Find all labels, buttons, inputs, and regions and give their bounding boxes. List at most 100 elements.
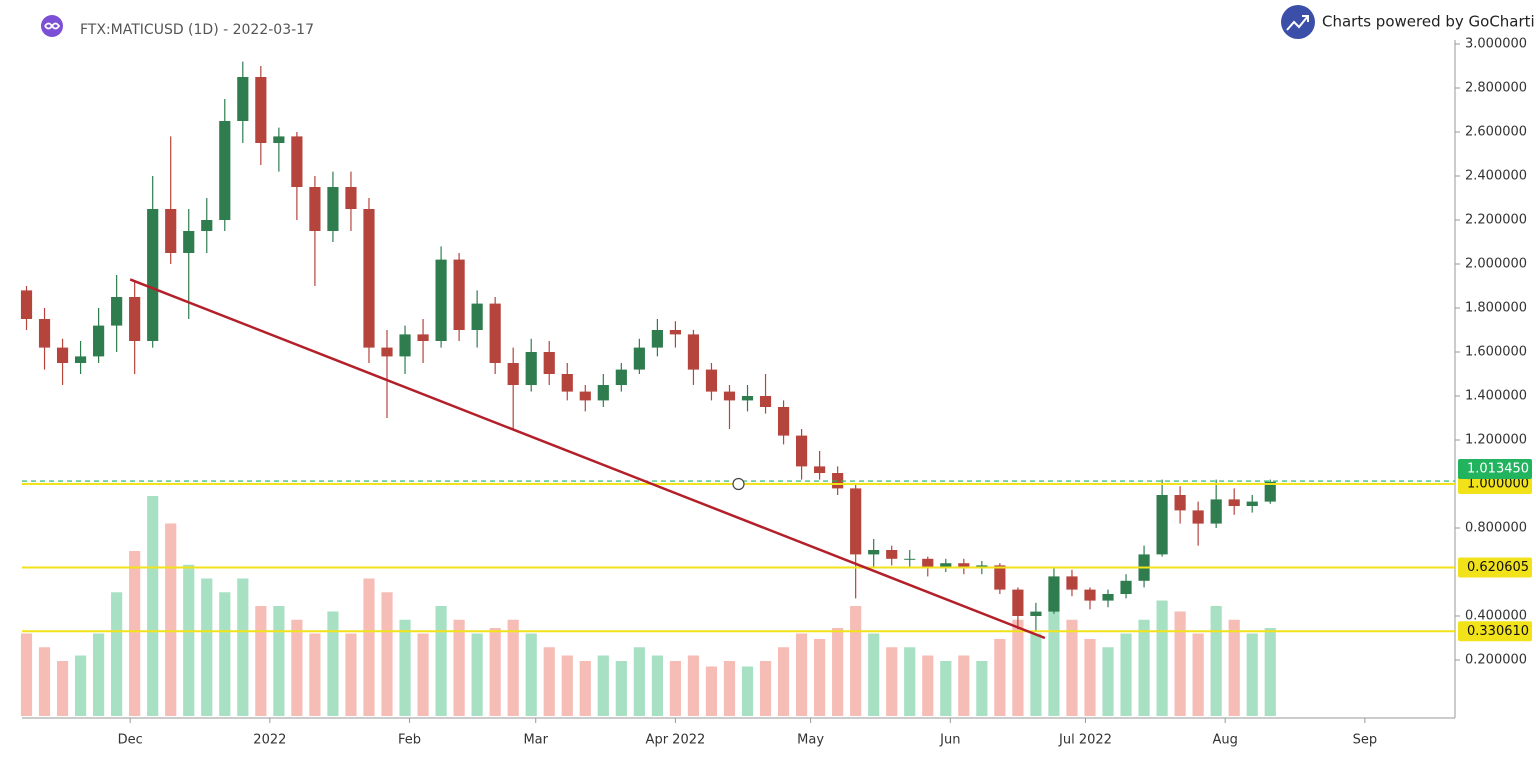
level-label-box [1458, 621, 1532, 642]
y-tick-label: 1.200000 [1465, 433, 1527, 448]
logo-glyph [44, 22, 61, 30]
volume-bar [417, 633, 429, 716]
volume-bar [759, 661, 772, 716]
trendline [129, 278, 1046, 640]
candle-body [796, 435, 808, 467]
x-tick-label: 2022 [253, 733, 286, 748]
candle-body [633, 347, 645, 370]
volume-bar [1174, 611, 1186, 716]
volume-bar [399, 619, 411, 716]
volume-bar [201, 578, 213, 716]
candle-body [507, 363, 519, 385]
candle-body [38, 319, 51, 348]
volume-bar [56, 661, 69, 716]
y-tick-label: 2.200000 [1465, 213, 1527, 228]
candle-body [669, 330, 681, 335]
candle-body [922, 558, 934, 568]
y-tick-label: 0.400000 [1465, 609, 1527, 624]
candle-body [994, 565, 1006, 590]
candle-body [273, 136, 285, 143]
candle-body [615, 369, 627, 385]
volume-bar [471, 633, 483, 716]
x-tick-label: Jun [939, 733, 960, 748]
volume-bar [1066, 619, 1078, 716]
candle-body [543, 352, 555, 374]
x-tick-label: Aug [1212, 733, 1237, 748]
volume-bar [453, 619, 465, 716]
y-tick-label: 0.800000 [1465, 521, 1527, 536]
candle-body [741, 396, 754, 401]
candle-body [886, 550, 898, 559]
volume-bar [994, 639, 1006, 716]
candle-body [489, 303, 501, 363]
volume-bar [615, 661, 627, 716]
volume-bar [183, 564, 195, 716]
volume-bar [1048, 592, 1060, 716]
candle-body [1012, 589, 1024, 616]
candle-body [165, 209, 177, 253]
candle-body [1030, 611, 1042, 616]
candle-body [1120, 580, 1132, 594]
candle-body [147, 209, 159, 341]
candle-body [1156, 495, 1168, 555]
candle-body [814, 466, 826, 473]
candle-body [471, 303, 483, 330]
candle-body [381, 347, 393, 357]
last-price-box [1458, 459, 1532, 480]
candle-body [237, 77, 249, 121]
candle-body [399, 334, 411, 357]
candle-body [958, 563, 970, 568]
candle-body [74, 356, 87, 363]
volume-bar [1120, 633, 1132, 716]
volume-bar [93, 633, 105, 716]
y-tick-label: 3.000000 [1465, 37, 1527, 52]
candle-body [327, 187, 339, 231]
candle-body [1264, 481, 1276, 502]
x-tick-label: Mar [523, 733, 548, 748]
volume-bar [850, 606, 862, 716]
level-label: 0.330610 [1467, 624, 1529, 639]
volume-bar [904, 647, 916, 716]
anchor-marker [732, 477, 745, 491]
candle-body [417, 334, 429, 341]
y-tick-label: 2.400000 [1465, 169, 1527, 184]
volume-bar [1192, 633, 1204, 716]
volume-bar [777, 647, 790, 716]
y-tick-label: 0.200000 [1465, 653, 1527, 668]
x-tick-label: Dec [118, 733, 143, 748]
volume-bar [741, 666, 754, 716]
volume-bar [543, 647, 555, 716]
volume-bar [832, 628, 844, 716]
candle-body [850, 488, 862, 555]
candle-body [759, 396, 772, 407]
volume-bar [1084, 639, 1096, 716]
candle-body [687, 334, 700, 370]
volume-bar [1246, 633, 1258, 716]
volume-bar [1030, 633, 1042, 716]
volume-bar [147, 496, 159, 716]
volume-bar [507, 619, 519, 716]
candle-body [363, 209, 375, 348]
volume-bar [633, 647, 645, 716]
volume-bar [1102, 647, 1114, 716]
candle-body [56, 347, 69, 363]
volume-bar [291, 619, 303, 716]
volume-bar [922, 655, 934, 716]
candle-body [1246, 501, 1258, 506]
volume-bar [525, 633, 537, 716]
candle-body [777, 407, 790, 436]
candle-body [201, 220, 213, 231]
candle-body [525, 352, 537, 385]
candle-body [1192, 510, 1204, 524]
candle-body [1174, 495, 1186, 511]
x-tick-label: Jul 2022 [1058, 733, 1112, 748]
y-tick-label: 1.400000 [1465, 389, 1527, 404]
x-tick-label: Sep [1353, 733, 1378, 748]
candle-body [904, 558, 916, 560]
volume-bar [958, 655, 970, 716]
last-price-label: 1.013450 [1467, 462, 1529, 477]
volume-bar [327, 611, 339, 716]
volume-bar [165, 523, 177, 716]
volume-bar [1138, 619, 1150, 716]
